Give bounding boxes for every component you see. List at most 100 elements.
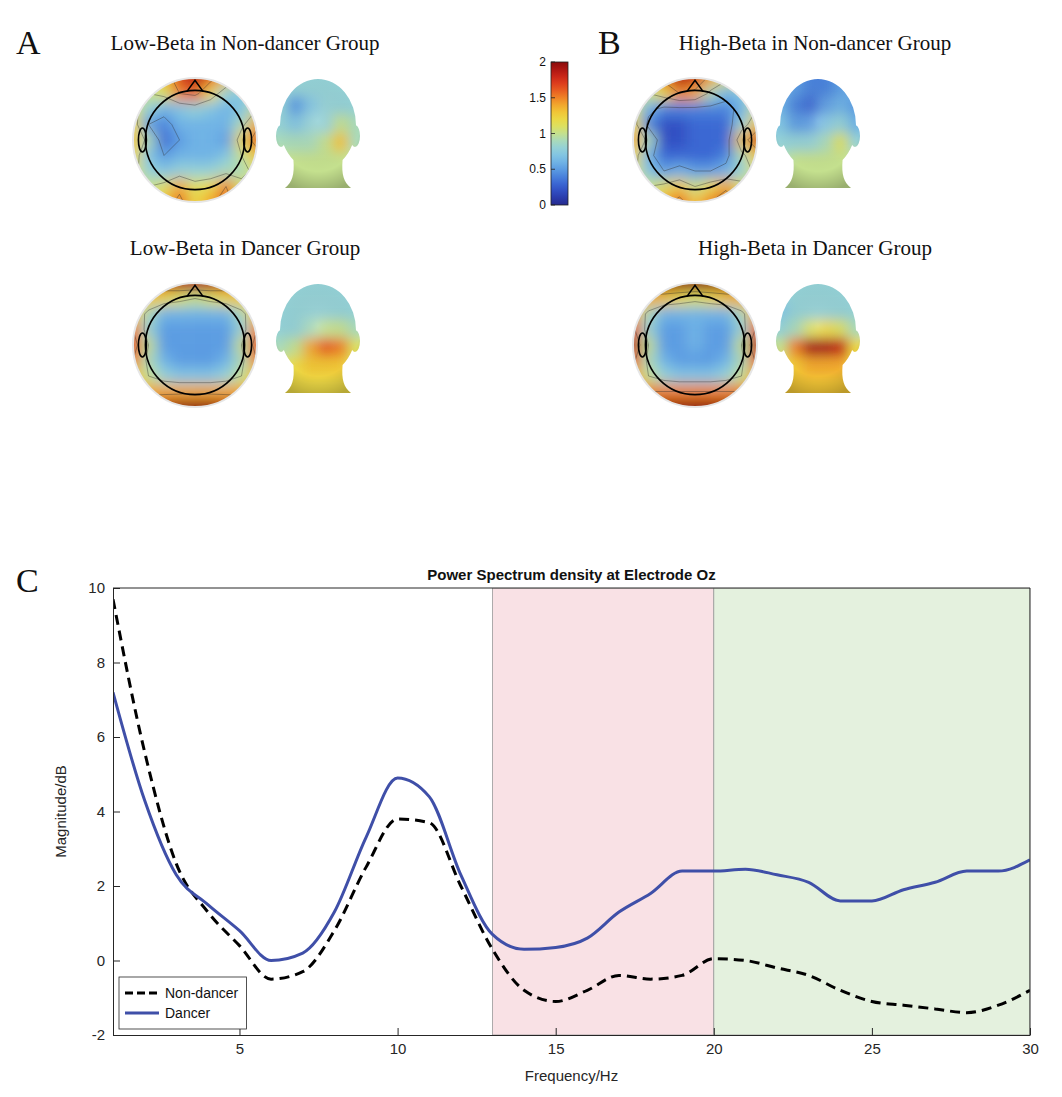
ear-outline	[244, 128, 252, 152]
scalp-cell	[218, 148, 234, 164]
scalp-cell	[187, 399, 203, 431]
scalp-cell	[610, 306, 642, 322]
x-tick-label: 15	[548, 1040, 565, 1057]
scalp-cell	[141, 260, 157, 292]
legend-swatch	[125, 1012, 159, 1015]
scalp-cell	[703, 322, 719, 338]
scalp-cell	[156, 194, 172, 226]
scalp-cell	[672, 306, 688, 322]
tick-mark	[714, 1028, 715, 1035]
scalp-cell	[234, 55, 250, 87]
head-cell	[258, 170, 289, 207]
scalp-cell	[218, 55, 234, 87]
colorbar-tick-label: 0	[539, 198, 546, 212]
scalp-cell	[749, 306, 781, 322]
x-tick-label: 20	[706, 1040, 723, 1057]
head-cell	[758, 265, 789, 302]
scalp-cell	[687, 337, 703, 353]
head-cell	[758, 356, 789, 375]
scalp-cell	[656, 55, 672, 87]
scalp-cell	[234, 132, 250, 148]
colorbar-tick	[551, 205, 555, 206]
scalp-cell	[656, 117, 672, 133]
scalp-cell	[156, 322, 172, 338]
scalp-cell	[218, 163, 234, 179]
nose-outline	[187, 285, 203, 296]
scalp-cell	[234, 399, 250, 431]
colorbar-tick-label: 1	[539, 127, 546, 141]
scalp-cell	[110, 55, 142, 87]
scalp-cell	[687, 148, 703, 164]
scalp-map	[610, 55, 781, 226]
plot-frame	[113, 588, 1030, 589]
head-outline	[645, 295, 744, 394]
scalp-cell	[703, 132, 719, 148]
scalp-cell	[110, 260, 142, 292]
scalp-cell	[734, 163, 750, 179]
head-cell	[848, 60, 879, 97]
scalp-cell	[218, 399, 234, 431]
y-tick-label: 0	[97, 952, 105, 969]
head-outline	[145, 295, 244, 394]
x-tick-label: 30	[1022, 1040, 1039, 1057]
scalp-cell	[734, 260, 750, 292]
scalp-cell	[172, 337, 188, 353]
y-tick-label: -2	[92, 1026, 105, 1043]
scalp-cell	[718, 194, 734, 226]
y-tick-label: 4	[97, 803, 105, 820]
scalp-cell	[249, 86, 281, 102]
scalp-cell	[172, 148, 188, 164]
scalp-cell	[141, 194, 157, 226]
scalp-cell	[156, 163, 172, 179]
panel-title: High-Beta in Non-dancer Group	[679, 31, 951, 55]
panel-letter: C	[16, 562, 39, 599]
x-tick-label: 10	[390, 1040, 407, 1057]
head-cell	[758, 60, 789, 97]
colorbar-tick	[551, 62, 555, 63]
scalp-rim	[133, 78, 257, 202]
head-cells	[758, 265, 879, 412]
scalp-cell	[718, 179, 734, 195]
tick: 0	[97, 952, 120, 969]
head-cell	[348, 151, 379, 170]
panel-title: Low-Beta in Dancer Group	[130, 236, 360, 260]
head-cell	[258, 356, 289, 375]
scalp-cell	[249, 55, 281, 87]
nose-outline	[187, 80, 203, 91]
scalp-cell	[718, 399, 734, 431]
scalp-cell	[141, 306, 157, 322]
tick: 5	[236, 1028, 244, 1057]
scalp-cell	[156, 260, 172, 292]
scalp-cell	[110, 306, 142, 322]
plot-frame	[1030, 588, 1031, 1035]
y-tick-label: 6	[97, 728, 105, 745]
head-cell	[758, 170, 789, 207]
scalp-cell	[110, 291, 142, 307]
tick: 8	[97, 654, 120, 671]
y-tick-label: 2	[97, 877, 105, 894]
ear-outline	[744, 333, 752, 357]
scalp-cell	[141, 163, 157, 179]
scalp-cell	[672, 337, 688, 353]
head-shading	[768, 73, 868, 193]
colorbar-tick-label: 1.5	[529, 91, 546, 105]
head-cells	[758, 60, 879, 207]
legend-box	[119, 977, 246, 1029]
head-shading	[268, 73, 368, 193]
legend-label: Dancer	[165, 1005, 210, 1021]
scalp-cell	[641, 117, 657, 133]
scalp-cell	[218, 132, 234, 148]
chart-title: Power Spectrum density at Electrode Oz	[427, 566, 715, 583]
scalp-cell	[187, 117, 203, 133]
scalp-cell	[656, 132, 672, 148]
scalp-cell	[156, 148, 172, 164]
contour-line	[625, 70, 765, 210]
legend-label: Non-dancer	[165, 985, 238, 1001]
scalp-cell	[656, 101, 672, 117]
head-cell	[848, 265, 879, 302]
scalp-cell	[249, 194, 281, 226]
scalp-map	[110, 260, 281, 431]
contour-line	[125, 275, 265, 415]
panel-title: High-Beta in Dancer Group	[698, 236, 932, 260]
scalp-cell	[734, 55, 750, 87]
